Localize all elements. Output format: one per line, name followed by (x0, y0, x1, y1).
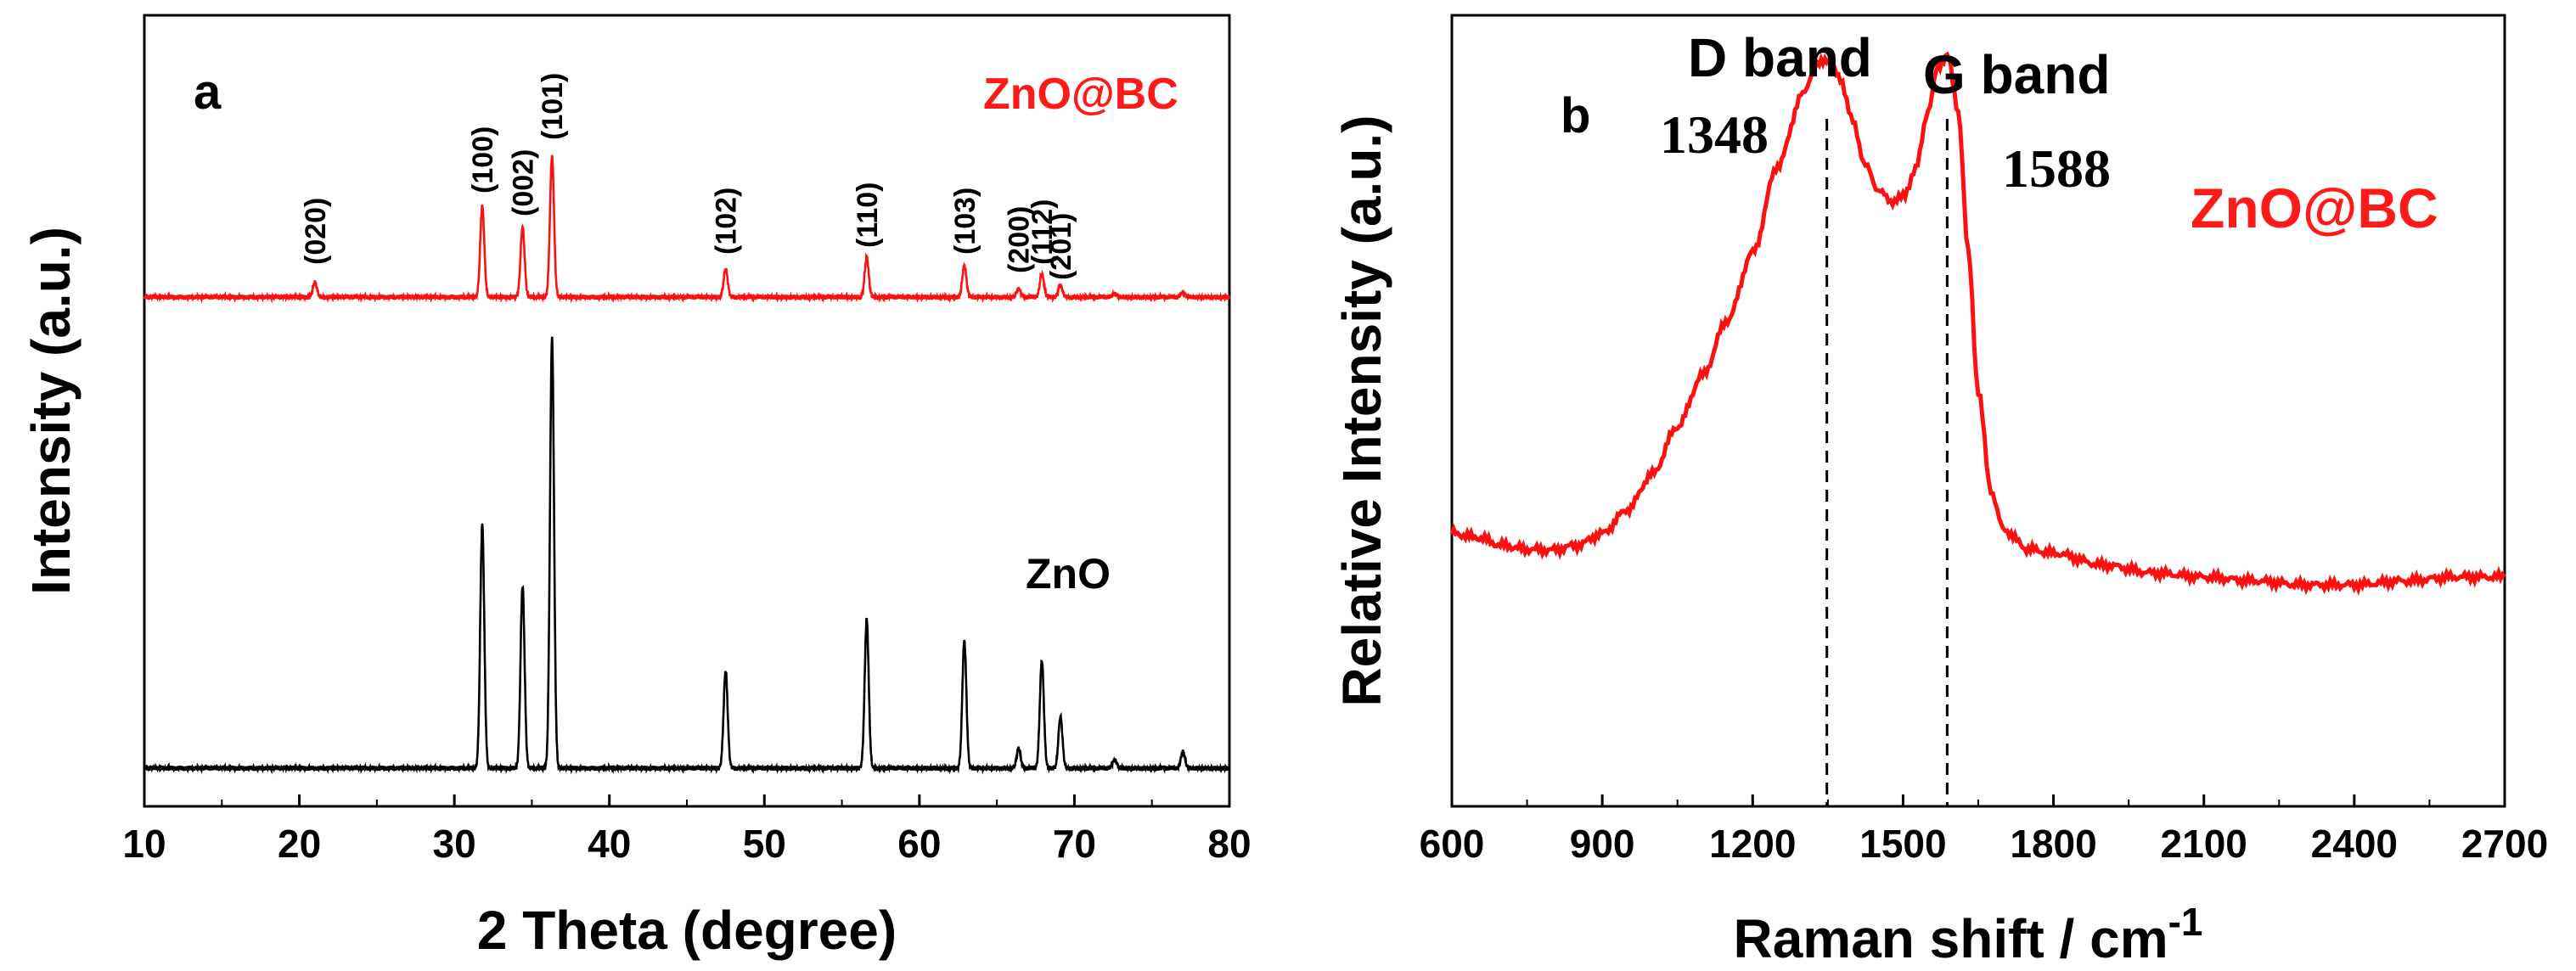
raman-x-tick-label: 600 (1420, 822, 1485, 866)
raman-x-tick-label: 2100 (2161, 822, 2247, 866)
xrd-peak-annotation: (002) (507, 149, 539, 216)
raman-x-ticks: 600 900 1200 1500 1800 2100 2400 2700 (1420, 794, 2548, 866)
xrd-peak-annotation: (101) (537, 73, 569, 140)
panel-label-b: b (1561, 88, 1590, 143)
xrd-x-tick-label: 30 (433, 822, 476, 866)
xrd-peak-annotation: (110) (852, 182, 884, 249)
raman-x-tick-label: 2400 (2311, 822, 2398, 866)
xrd-series-zno-bc (143, 154, 1231, 304)
xrd-y-axis-title: Intensity (a.u.) (20, 227, 82, 595)
legend-label-zno-bc-xrd: ZnO@BC (983, 70, 1178, 119)
xrd-x-ticks: 10 20 30 40 50 60 70 80 (122, 794, 1251, 866)
raman-x-tick-label: 2700 (2461, 822, 2548, 866)
xrd-series-zno (143, 336, 1231, 775)
xrd-peak-annotation: (100) (467, 126, 499, 194)
xrd-peak-annotations: (020) (100) (002) (101) (102) (110) (103) (200)… (300, 73, 1077, 280)
xrd-peak-annotation: (102) (711, 188, 743, 255)
raman-reference-lines (1825, 119, 1949, 806)
legend-label-zno-bc-raman: ZnO@BC (2191, 177, 2438, 239)
xrd-peak-annotation: (200) (1004, 206, 1036, 273)
xrd-peak-annotation: (201) (1045, 213, 1077, 280)
xrd-x-tick-label: 80 (1207, 822, 1251, 866)
xrd-peak-annotation: (112) (1026, 199, 1059, 266)
raman-series-zno-bc (1449, 51, 2506, 597)
raman-x-tick-label: 1200 (1709, 822, 1796, 866)
xrd-chart-panel: 10 20 30 40 50 60 70 80 (020) (100) (002) (101) (10… (20, 14, 1251, 961)
xrd-x-tick-label: 50 (743, 822, 786, 866)
g-band-label: G band (1923, 44, 2110, 105)
xrd-peak-annotation: (020) (300, 198, 332, 265)
xrd-x-tick-label: 40 (588, 822, 631, 866)
raman-curves (1449, 51, 2506, 597)
raman-x-tick-label: 1500 (1859, 822, 1946, 866)
raman-y-axis-title: Relative Intensity (a.u.) (1331, 115, 1392, 706)
raman-x-axis-title-sup: -1 (2168, 900, 2203, 944)
xrd-x-tick-label: 60 (897, 822, 941, 866)
xrd-x-tick-label: 70 (1053, 822, 1096, 866)
panel-label-a: a (194, 65, 222, 120)
xrd-plot-frame (143, 14, 1231, 808)
xrd-x-axis-title: 2 Theta (degree) (477, 900, 897, 961)
g-band-position-label: 1588 (2002, 138, 2111, 199)
raman-x-axis-title: Raman shift / cm-1 (1733, 900, 2202, 969)
raman-x-tick-label: 900 (1570, 822, 1635, 866)
raman-x-axis-title-main: Raman shift / cm (1733, 908, 2168, 969)
legend-label-zno-xrd: ZnO (1026, 550, 1111, 598)
raman-chart-panel: 600 900 1200 1500 1800 2100 2400 2700 b D band … (1331, 14, 2548, 969)
xrd-curves (143, 154, 1231, 775)
d-band-position-label: 1348 (1660, 104, 1769, 165)
raman-plot-frame (1450, 14, 2506, 808)
xrd-x-tick-label: 10 (122, 822, 166, 866)
xrd-peak-annotation: (103) (949, 188, 981, 255)
d-band-label: D band (1688, 27, 1872, 88)
raman-x-tick-label: 1800 (2010, 822, 2096, 866)
xrd-x-tick-label: 20 (278, 822, 321, 866)
